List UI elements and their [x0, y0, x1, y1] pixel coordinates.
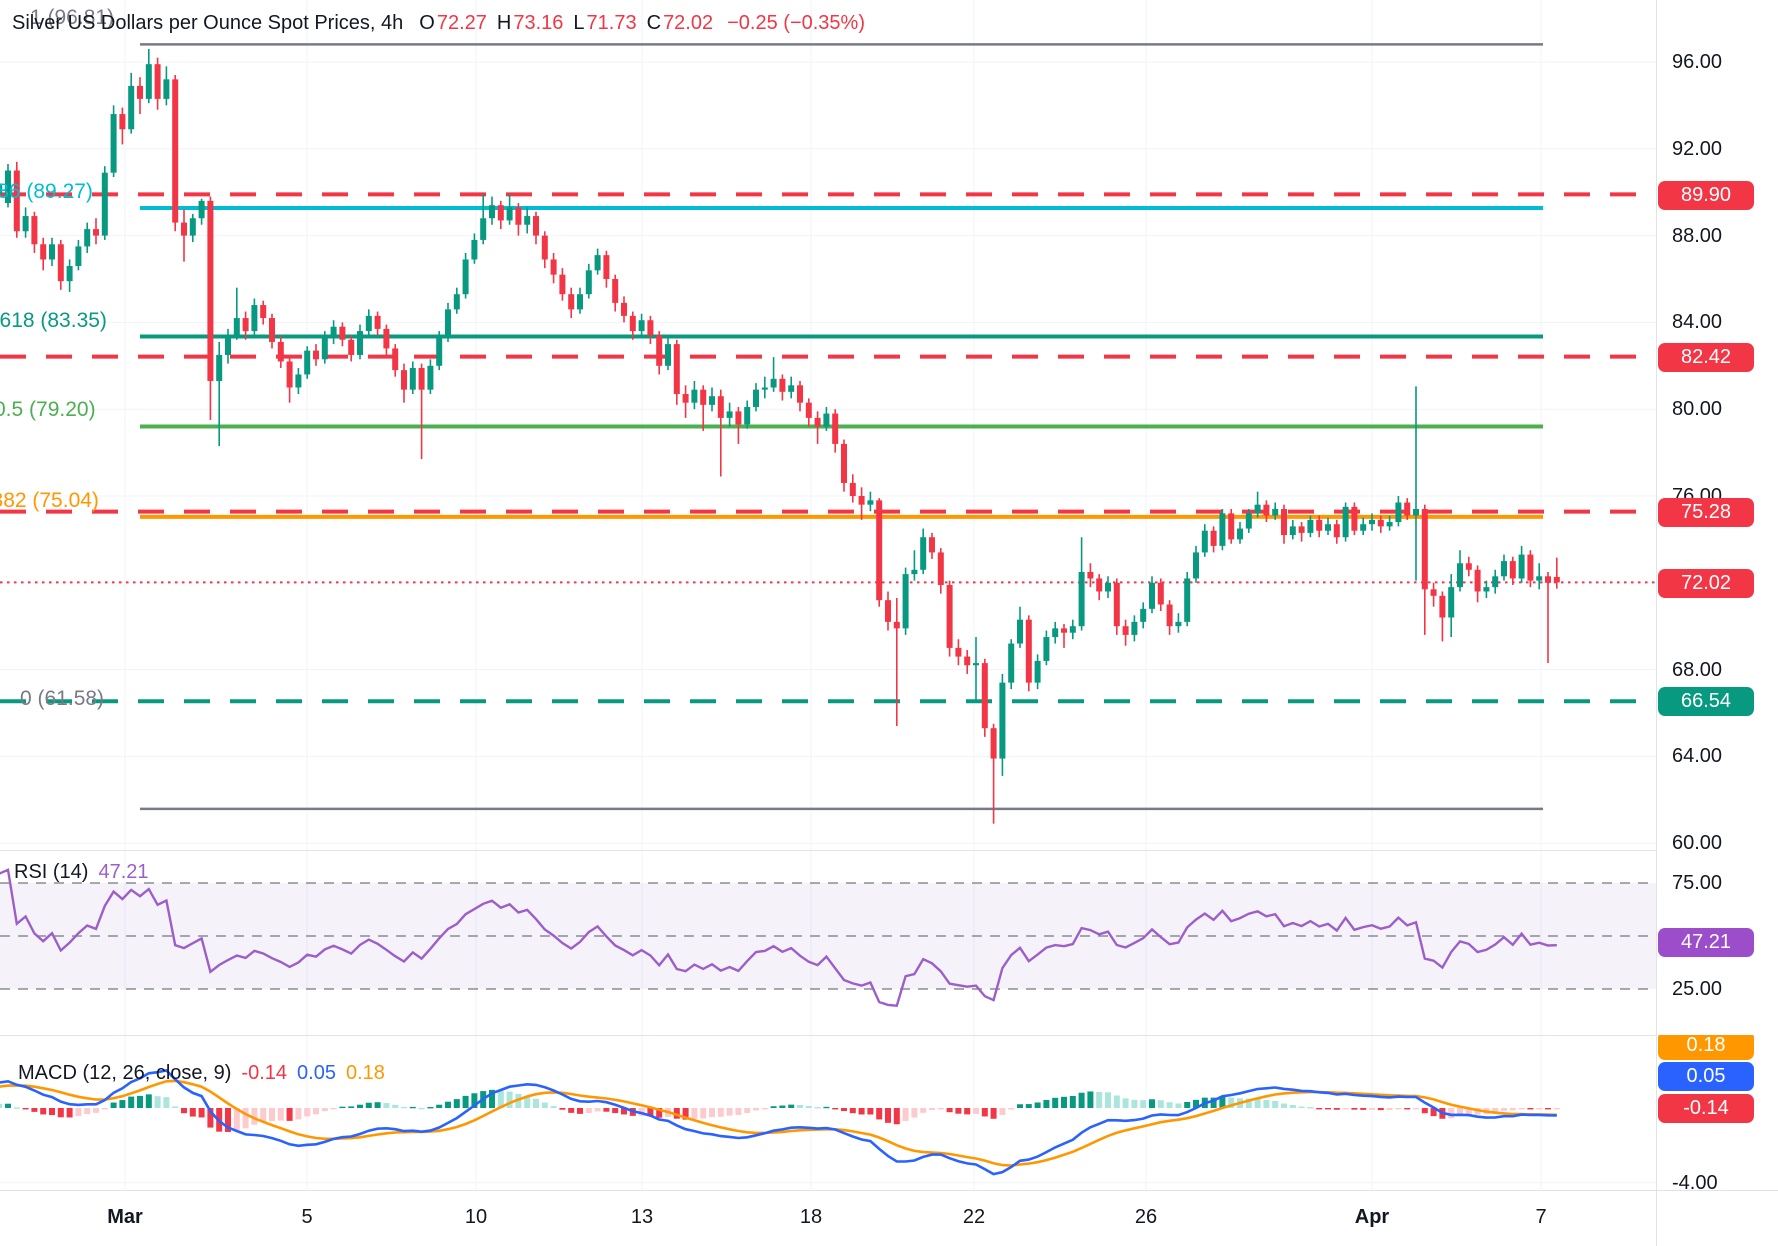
rsi-tick-lower: 25.00: [1672, 978, 1723, 1000]
fib-label-618: 0.618 (83.35): [0, 309, 107, 332]
macd-legend[interactable]: MACD (12, 26, close, 9) -0.14 0.05 0.18: [18, 1062, 385, 1085]
high-label: H: [496, 12, 512, 34]
macd-hist-value: -0.14: [241, 1062, 288, 1084]
macd-axis-badges: 0.18 0.05 -0.14: [1656, 1035, 1778, 1190]
change-value: −0.25 (−0.35%): [727, 12, 865, 34]
price-tick: 88.00: [1672, 225, 1723, 247]
price-tick: 84.00: [1672, 311, 1723, 333]
fib-label-1: 1 (96.81): [30, 6, 115, 29]
alert-price-badge: 75.28: [1658, 498, 1754, 527]
macd-hist-badge: -0.14: [1658, 1094, 1754, 1123]
symbol-legend[interactable]: Silver US Dollars per Ounce Spot Prices,…: [12, 12, 865, 35]
fib-label-786: 0.786 (89.27): [0, 180, 93, 203]
close-label: C: [646, 12, 662, 34]
time-tick-mar: Mar: [107, 1206, 143, 1228]
rsi-value: 47.21: [98, 861, 149, 883]
macd-tick-bottom: -4.00: [1672, 1172, 1718, 1194]
macd-label: MACD (12, 26, close, 9): [18, 1062, 232, 1084]
macd-signal-badge: 0.18: [1658, 1035, 1754, 1060]
price-tick: 64.00: [1672, 745, 1723, 767]
alert-price-badge: 82.42: [1658, 343, 1754, 372]
symbol-title: Silver US Dollars per Ounce Spot Prices,…: [12, 12, 404, 34]
time-tick-apr: Apr: [1354, 1206, 1390, 1228]
open-value: 72.27: [436, 12, 487, 34]
open-label: O: [419, 12, 435, 34]
low-value: 71.73: [586, 12, 637, 34]
macd-line-badge: 0.05: [1658, 1062, 1754, 1091]
time-tick: 26: [1134, 1206, 1158, 1228]
alert-price-badge: 89.90: [1658, 181, 1754, 210]
price-tick: 80.00: [1672, 398, 1723, 420]
macd-line-value: 0.05: [297, 1062, 336, 1084]
time-tick: 13: [630, 1206, 654, 1228]
fib-label-382: 0.382 (75.04): [0, 489, 99, 512]
price-tick: 92.00: [1672, 138, 1723, 160]
time-tick: 5: [301, 1206, 313, 1228]
last-price-badge: 72.02: [1658, 569, 1754, 598]
rsi-legend[interactable]: RSI (14) 47.21: [14, 861, 149, 884]
time-tick: 22: [962, 1206, 986, 1228]
rsi-value-badge: 47.21: [1658, 928, 1754, 957]
time-tick: 18: [799, 1206, 823, 1228]
high-value: 73.16: [513, 12, 564, 34]
time-tick: 7: [1535, 1206, 1547, 1228]
fib-label-0: 0 (61.58): [20, 687, 105, 710]
low-label: L: [573, 12, 585, 34]
alert-price-badge: 66.54: [1658, 687, 1754, 716]
close-value: 72.02: [663, 12, 714, 34]
price-tick: 96.00: [1672, 51, 1723, 73]
rsi-label: RSI (14): [14, 861, 89, 883]
rsi-tick-upper: 75.00: [1672, 872, 1723, 894]
macd-signal-value: 0.18: [345, 1062, 385, 1084]
time-tick: 10: [464, 1206, 488, 1228]
price-tick: 60.00: [1672, 832, 1723, 854]
price-tick: 68.00: [1672, 659, 1723, 681]
fib-label-05: 0.5 (79.20): [0, 398, 96, 421]
